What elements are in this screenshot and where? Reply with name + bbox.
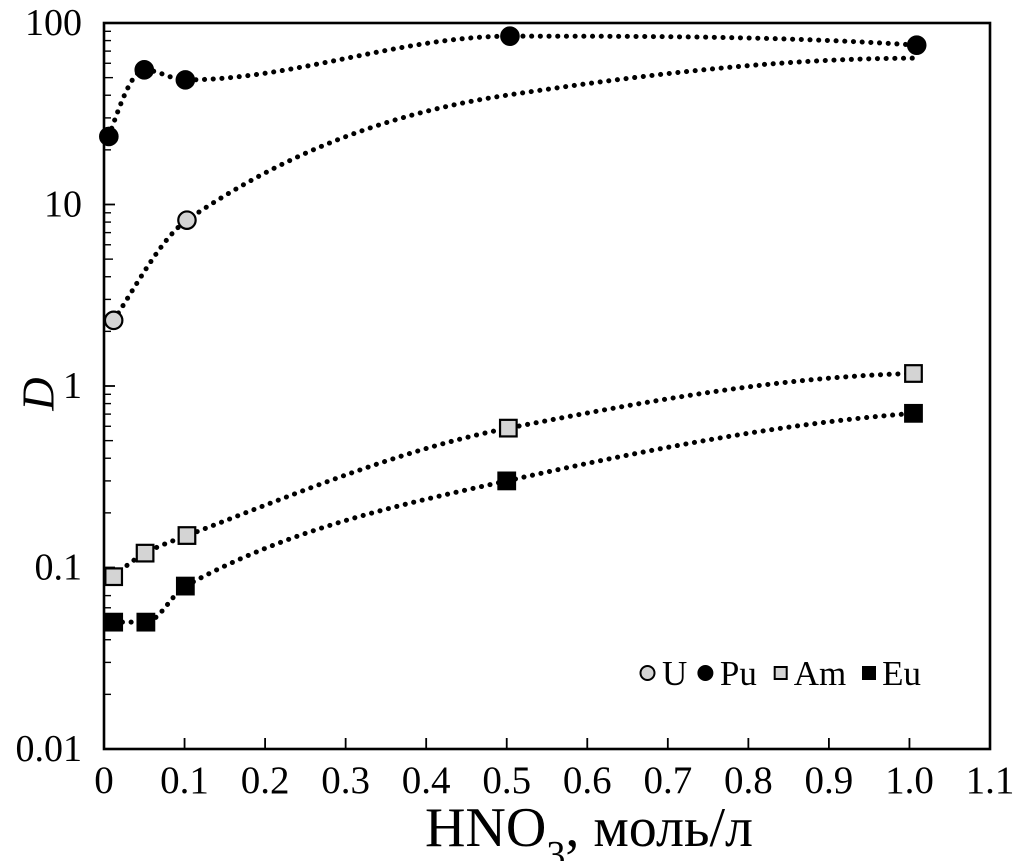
svg-text:0.1: 0.1 (160, 759, 209, 802)
svg-text:0.2: 0.2 (241, 759, 290, 802)
svg-text:0.1: 0.1 (35, 547, 83, 589)
svg-text:D: D (13, 377, 64, 411)
svg-text:0.9: 0.9 (805, 759, 854, 802)
svg-text:0: 0 (94, 759, 114, 802)
svg-text:Eu: Eu (882, 654, 921, 693)
svg-text:HNO3, моль/л: HNO3, моль/л (425, 797, 753, 861)
svg-text:10: 10 (44, 184, 82, 226)
svg-text:0.3: 0.3 (321, 759, 370, 802)
svg-text:Am: Am (794, 654, 847, 693)
svg-text:0.6: 0.6 (563, 759, 612, 802)
svg-text:0.8: 0.8 (724, 759, 773, 802)
svg-text:1.0: 1.0 (885, 759, 934, 802)
svg-text:Pu: Pu (720, 654, 757, 693)
svg-text:1.1: 1.1 (966, 759, 1015, 802)
svg-text:U: U (662, 654, 687, 693)
svg-text:0.5: 0.5 (482, 759, 531, 802)
svg-text:0.7: 0.7 (643, 759, 692, 802)
svg-text:0.01: 0.01 (16, 728, 83, 770)
svg-text:0.4: 0.4 (402, 759, 451, 802)
svg-text:1: 1 (63, 365, 82, 407)
svg-text:100: 100 (25, 2, 82, 44)
